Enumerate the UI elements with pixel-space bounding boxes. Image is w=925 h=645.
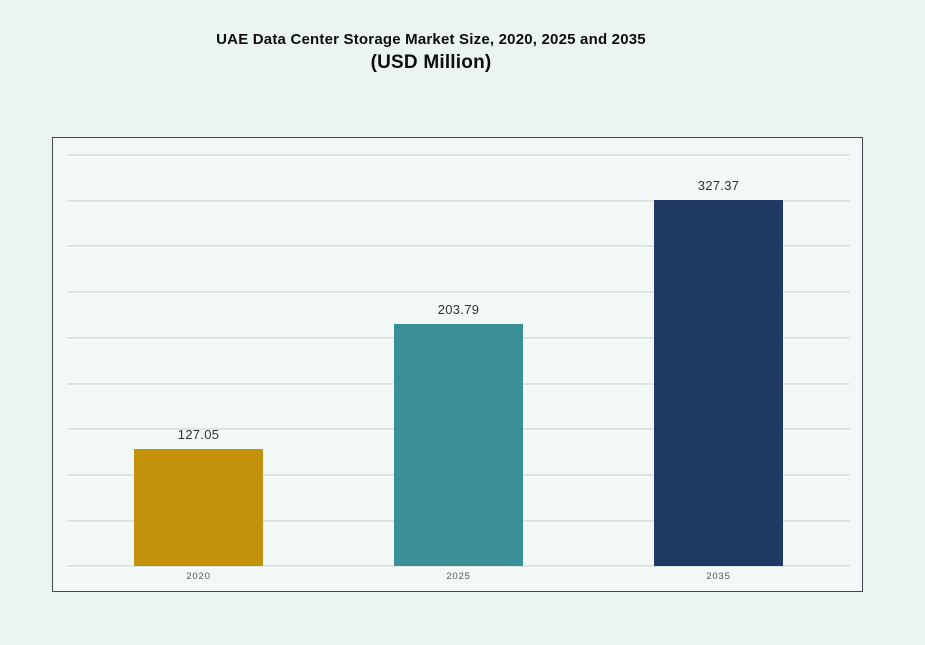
bar-2020 (134, 449, 263, 566)
bar-2035 (654, 200, 783, 566)
gridline (67, 200, 850, 202)
x-axis-label-2035: 2035 (706, 571, 731, 582)
gridline (67, 154, 850, 156)
x-axis-label-2025: 2025 (446, 571, 471, 582)
gridline (67, 565, 850, 567)
plot-area: 127.05 2020 203.79 2025 327.37 2035 (52, 137, 863, 592)
bar-2025 (394, 324, 523, 566)
x-axis-label-2020: 2020 (186, 571, 211, 582)
gridline (67, 245, 850, 247)
value-label-2025: 203.79 (437, 302, 480, 317)
value-label-2035: 327.37 (697, 178, 740, 193)
chart-subtitle: (USD Million) (370, 52, 492, 73)
gridline (67, 291, 850, 293)
chart-title: UAE Data Center Storage Market Size, 202… (216, 31, 646, 48)
value-label-2020: 127.05 (177, 427, 220, 442)
chart-title-block: UAE Data Center Storage Market Size, 202… (0, 30, 862, 76)
